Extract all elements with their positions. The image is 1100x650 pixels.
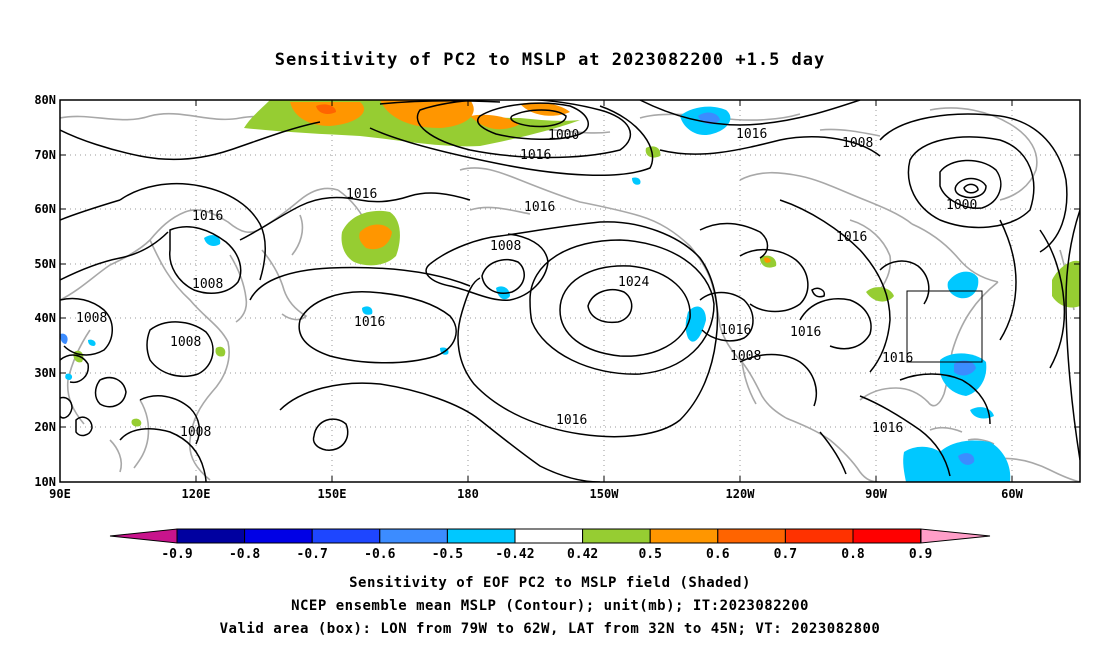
colorbar-label: -0.8 [229, 547, 260, 562]
colorbar-box [176, 528, 246, 544]
contour-label: 1000 [548, 128, 579, 143]
colorbar-box [784, 528, 854, 544]
lat-label: 60N [34, 202, 56, 216]
colorbar-box [244, 528, 313, 544]
contour-labels: 1000 1016 1016 1008 1016 1016 1008 1016 … [76, 127, 977, 440]
lat-label: 40N [34, 311, 56, 325]
contour-label: 1000 [946, 198, 977, 213]
colorbar-label: -0.9 [161, 547, 192, 562]
map-plot-area: 1000 1016 1016 1008 1016 1016 1008 1016 … [60, 100, 1080, 482]
contour-label: 1008 [76, 311, 107, 326]
colorbar: -0.9 -0.8 -0.7 -0.6 -0.5 -0.42 0.42 0.5 0.6 0.7 0.… [109, 528, 991, 562]
map-frame [59, 99, 1081, 483]
lat-label: 50N [34, 257, 56, 271]
contour-label: 1016 [872, 421, 903, 436]
colorbar-label: -0.42 [495, 547, 534, 562]
map-title: Sensitivity of PC2 to MSLP at 2023082200… [274, 50, 826, 70]
mslp-contours [60, 100, 1080, 482]
lon-label: 60W [1001, 487, 1023, 501]
colorbar-label: 0.42 [567, 547, 598, 562]
contour-label: 1008 [192, 277, 223, 292]
lat-label: 30N [34, 366, 56, 380]
contour-label: 1016 [720, 323, 751, 338]
contour-label: 1016 [836, 230, 867, 245]
colorbar-box [649, 528, 719, 544]
lon-label: 150E [318, 487, 347, 501]
colorbar-label: 0.7 [774, 547, 797, 562]
lon-label: 180 [457, 487, 479, 501]
contour-label: 1008 [842, 136, 873, 151]
contour-label: 1016 [882, 351, 913, 366]
colorbar-label: 0.5 [638, 547, 661, 562]
contour-label: 1016 [736, 127, 767, 142]
lon-label: 120W [726, 487, 756, 501]
contour-label: 1016 [346, 187, 377, 202]
contour-label: 1008 [180, 425, 211, 440]
contour-label: 1024 [618, 275, 649, 290]
contour-label: 1016 [524, 200, 555, 215]
latitude-labels: 80N 70N 60N 50N 40N 30N 20N 10N [34, 93, 56, 489]
lon-label: 90E [49, 487, 71, 501]
caption-shading: Sensitivity of EOF PC2 to MSLP field (Sh… [349, 575, 751, 591]
colorbar-box [582, 528, 651, 544]
contour-label: 1008 [730, 349, 761, 364]
colorbar-low-end [109, 528, 178, 544]
tick-marks [60, 99, 1080, 482]
colorbar-label: -0.5 [432, 547, 463, 562]
colorbar-high-end [920, 528, 991, 544]
colorbar-label: 0.9 [909, 547, 932, 562]
colorbar-box [379, 528, 448, 544]
colorbar-label: -0.6 [364, 547, 395, 562]
contour-label: 1016 [354, 315, 385, 330]
colorbar-box [311, 528, 381, 544]
contour-label: 1016 [556, 413, 587, 428]
valid-area-box [906, 290, 983, 363]
contour-label: 1016 [192, 209, 223, 224]
colorbar-box [852, 528, 922, 544]
colorbar-box [717, 528, 786, 544]
lon-label: 120E [182, 487, 211, 501]
lon-label: 90W [865, 487, 887, 501]
contour-label: 1016 [790, 325, 821, 340]
colorbar-label: -0.7 [297, 547, 328, 562]
caption-contour: NCEP ensemble mean MSLP (Contour); unit(… [291, 598, 809, 614]
lat-label: 70N [34, 148, 56, 162]
contour-label: 1008 [490, 239, 521, 254]
colorbar-label: 0.8 [841, 547, 865, 562]
colorbar-label: 0.6 [706, 547, 730, 562]
colorbar-box [514, 528, 584, 544]
lon-label: 150W [590, 487, 620, 501]
longitude-labels: 90E 120E 150E 180 150W 120W 90W 60W [49, 487, 1023, 501]
contour-label: 1008 [170, 335, 201, 350]
lat-label: 10N [34, 475, 56, 489]
lat-label: 20N [34, 420, 56, 434]
caption-valid-area: Valid area (box): LON from 79W to 62W, L… [219, 621, 881, 637]
contour-label: 1016 [520, 148, 551, 163]
lat-label: 80N [34, 93, 56, 107]
colorbar-box [446, 528, 516, 544]
